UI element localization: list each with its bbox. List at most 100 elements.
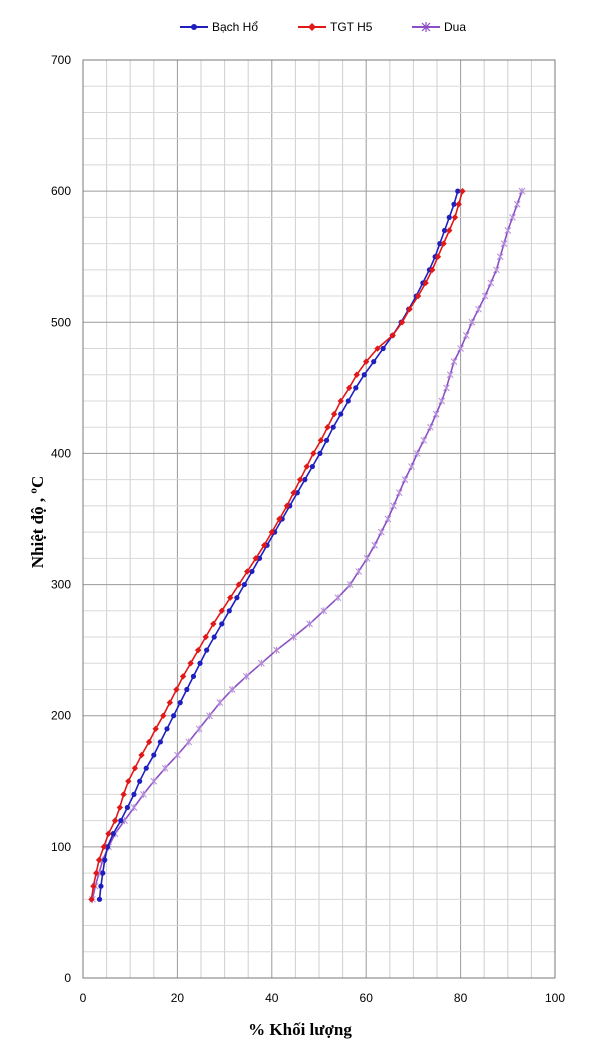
y-tick-label: 500 bbox=[51, 315, 71, 329]
data-point-tgt-h5 bbox=[434, 253, 442, 260]
data-point-tgt-h5 bbox=[218, 607, 225, 614]
data-point-tgt-h5 bbox=[125, 778, 132, 785]
data-point-tgt-h5 bbox=[105, 830, 112, 837]
data-point-tgt-h5 bbox=[90, 883, 97, 890]
data-point-b-ch-h- bbox=[451, 201, 457, 207]
data-point-tgt-h5 bbox=[398, 319, 406, 326]
legend-swatch-dua bbox=[412, 22, 440, 32]
data-point-tgt-h5 bbox=[440, 240, 447, 247]
data-point-tgt-h5 bbox=[120, 791, 127, 798]
data-point-dua bbox=[242, 672, 250, 680]
data-point-dua bbox=[450, 358, 458, 366]
data-point-tgt-h5 bbox=[138, 751, 145, 759]
data-point-dua bbox=[509, 213, 516, 221]
data-point-dua bbox=[420, 436, 428, 444]
data-point-b-ch-h- bbox=[137, 778, 143, 784]
data-point-b-ch-h- bbox=[219, 621, 225, 627]
y-tick-label: 700 bbox=[51, 53, 71, 67]
data-point-b-ch-h- bbox=[330, 424, 336, 430]
data-point-b-ch-h- bbox=[131, 791, 137, 798]
data-point-b-ch-h- bbox=[317, 450, 323, 457]
data-point-tgt-h5 bbox=[252, 555, 259, 562]
data-point-b-ch-h- bbox=[98, 883, 104, 889]
data-point-tgt-h5 bbox=[446, 227, 453, 234]
data-point-dua bbox=[195, 725, 203, 733]
data-point-tgt-h5 bbox=[337, 397, 344, 405]
data-point-b-ch-h- bbox=[256, 555, 263, 561]
data-point-b-ch-h- bbox=[104, 844, 111, 850]
data-point-dua bbox=[371, 541, 379, 549]
data-point-tgt-h5 bbox=[276, 515, 283, 523]
legend-label-dua: Dua bbox=[444, 20, 467, 34]
data-point-tgt-h5 bbox=[111, 817, 119, 824]
data-point-b-ch-h- bbox=[204, 647, 210, 653]
data-point-dua bbox=[500, 240, 508, 248]
data-point-tgt-h5 bbox=[422, 279, 429, 287]
data-point-dua bbox=[228, 685, 236, 693]
data-point-tgt-h5 bbox=[187, 660, 194, 667]
y-tick-label: 0 bbox=[64, 971, 71, 985]
data-point-b-ch-h- bbox=[371, 359, 377, 365]
data-point-dua bbox=[446, 371, 454, 379]
data-point-dua bbox=[185, 738, 193, 746]
y-tick-label: 600 bbox=[51, 184, 71, 198]
data-point-dua bbox=[273, 646, 280, 654]
data-point-dua bbox=[216, 699, 224, 707]
data-point-dua bbox=[427, 423, 434, 431]
data-point-b-ch-h- bbox=[184, 686, 190, 693]
data-point-b-ch-h- bbox=[437, 241, 443, 247]
data-point-dua bbox=[518, 187, 526, 195]
data-point-b-ch-h- bbox=[164, 726, 170, 732]
legend-item-bach-ho: Bạch Hổ bbox=[180, 18, 290, 38]
data-point-b-ch-h- bbox=[197, 660, 203, 666]
data-point-dua bbox=[443, 384, 450, 392]
data-point-tgt-h5 bbox=[317, 437, 325, 444]
data-point-tgt-h5 bbox=[116, 804, 124, 811]
data-point-tgt-h5 bbox=[166, 699, 174, 706]
data-point-tgt-h5 bbox=[310, 450, 317, 457]
data-point-dua bbox=[513, 200, 521, 208]
data-point-dua bbox=[390, 502, 397, 510]
data-point-dua bbox=[258, 659, 265, 667]
data-point-b-ch-h- bbox=[241, 581, 248, 588]
data-point-dua bbox=[290, 633, 297, 641]
data-point-tgt-h5 bbox=[173, 686, 180, 693]
data-point-tgt-h5 bbox=[296, 476, 304, 483]
data-point-b-ch-h- bbox=[102, 857, 108, 863]
data-point-tgt-h5 bbox=[194, 646, 202, 654]
data-point-tgt-h5 bbox=[374, 345, 381, 352]
legend-label-bach-ho: Bạch Hổ bbox=[212, 20, 259, 34]
data-point-dua bbox=[493, 266, 500, 274]
data-point-b-ch-h- bbox=[380, 345, 386, 352]
data-point-b-ch-h- bbox=[302, 477, 308, 483]
data-point-dua bbox=[413, 449, 421, 457]
data-point-dua bbox=[401, 476, 409, 484]
data-point-tgt-h5 bbox=[179, 673, 187, 680]
data-point-dua bbox=[130, 804, 138, 812]
legend-item-dua: Dua bbox=[412, 18, 502, 38]
data-point-b-ch-h- bbox=[294, 490, 300, 496]
data-point-tgt-h5 bbox=[346, 384, 353, 392]
y-tick-label: 200 bbox=[51, 709, 71, 723]
data-point-b-ch-h- bbox=[455, 188, 461, 194]
data-point-b-ch-h- bbox=[100, 870, 106, 876]
data-point-b-ch-h- bbox=[234, 595, 240, 601]
data-point-b-ch-h- bbox=[309, 463, 315, 470]
data-point-dua bbox=[481, 292, 489, 300]
data-point-b-ch-h- bbox=[226, 608, 232, 614]
data-point-dua bbox=[363, 554, 371, 562]
data-point-b-ch-h- bbox=[446, 214, 452, 220]
data-point-dua bbox=[432, 410, 440, 418]
data-point-dua bbox=[150, 777, 158, 785]
data-point-b-ch-h- bbox=[171, 713, 177, 719]
plot-border bbox=[82, 59, 556, 979]
x-tick-label: 100 bbox=[545, 991, 565, 1005]
data-point-tgt-h5 bbox=[414, 292, 422, 300]
data-point-tgt-h5 bbox=[451, 214, 459, 221]
data-point-tgt-h5 bbox=[160, 712, 167, 719]
data-point-tgt-h5 bbox=[131, 764, 139, 772]
data-point-dua bbox=[377, 528, 385, 536]
data-point-dua bbox=[174, 751, 181, 759]
data-point-dua bbox=[496, 253, 504, 261]
